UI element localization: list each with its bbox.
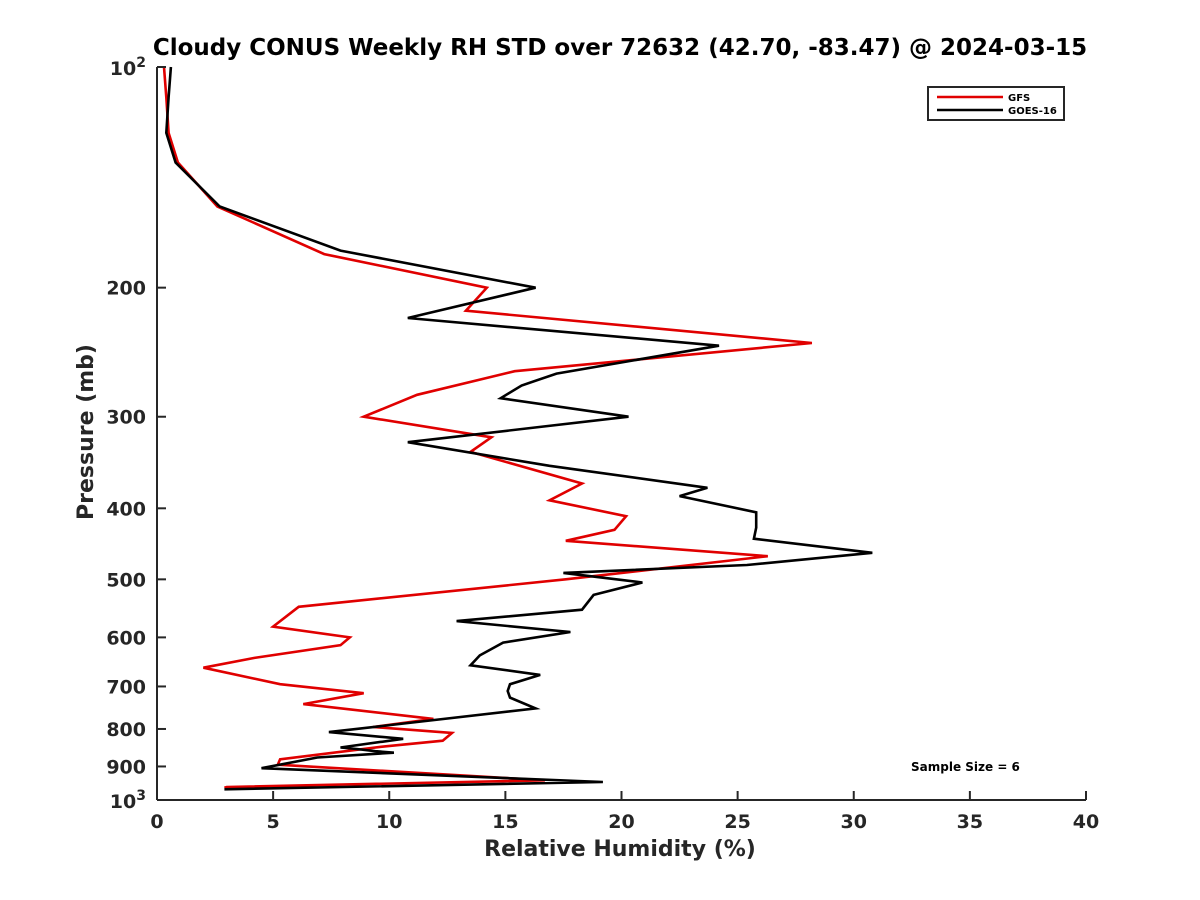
legend-label: GFS bbox=[1008, 93, 1030, 104]
y-tick-label-power: 102 bbox=[110, 55, 146, 80]
x-tick-label: 10 bbox=[376, 811, 402, 833]
legend-entries: GFS GOES-16 bbox=[937, 93, 1057, 117]
y-tick-label-power: 103 bbox=[110, 788, 146, 813]
x-tick-label: 25 bbox=[724, 811, 750, 833]
y-tick-label: 600 bbox=[106, 627, 146, 649]
x-tick-label: 20 bbox=[608, 811, 634, 833]
x-tick-label: 15 bbox=[492, 811, 518, 833]
legend-box bbox=[927, 86, 1065, 121]
x-tick-label: 0 bbox=[150, 811, 163, 833]
y-axis-title: Pressure (mb) bbox=[74, 344, 99, 520]
chart-title: Cloudy CONUS Weekly RH STD over 72632 (4… bbox=[153, 35, 1087, 61]
x-tick-label: 40 bbox=[1073, 811, 1099, 833]
x-tick-label: 5 bbox=[267, 811, 280, 833]
x-tick-label: 30 bbox=[841, 811, 867, 833]
x-axis-ticks: 0 5 10 15 20 25 30 35 40 bbox=[150, 791, 1099, 833]
y-tick-label: 300 bbox=[106, 407, 146, 429]
y-tick-label: 500 bbox=[106, 569, 146, 591]
x-tick-label: 35 bbox=[957, 811, 983, 833]
y-axis-ticks: 200 300 400 500 600 700 800 900 102 103 bbox=[106, 55, 166, 813]
y-tick-label: 700 bbox=[106, 676, 146, 698]
series-line-gfs bbox=[162, 66, 813, 789]
y-tick-label: 400 bbox=[106, 498, 146, 520]
y-tick-label: 900 bbox=[106, 756, 146, 778]
legend-label: GOES-16 bbox=[1008, 106, 1057, 117]
series-lines bbox=[162, 66, 873, 791]
sample-size-annotation: Sample Size = 6 bbox=[911, 760, 1020, 774]
series-line-goes-16 bbox=[164, 66, 873, 791]
x-axis-title: Relative Humidity (%) bbox=[484, 837, 756, 862]
y-tick-label: 800 bbox=[106, 719, 146, 741]
chart-legend: GFS GOES-16 bbox=[927, 86, 1065, 121]
y-tick-label: 200 bbox=[106, 278, 146, 300]
